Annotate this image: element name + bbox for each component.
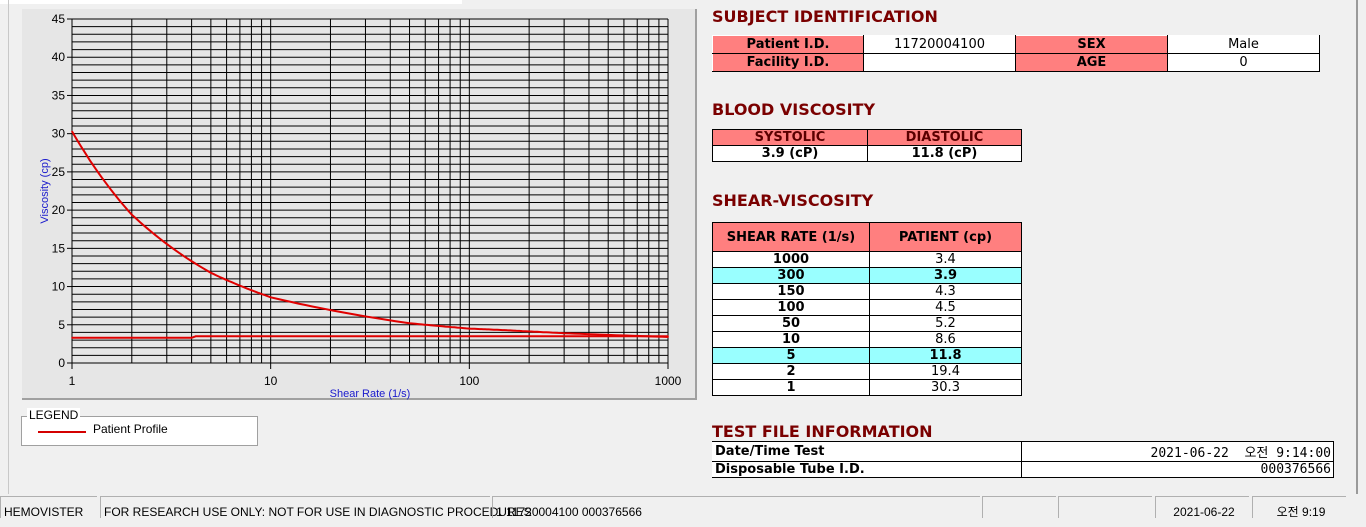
shear-rate-cell: 50	[712, 315, 870, 332]
x-tick-label: 10	[264, 374, 278, 388]
data-point	[195, 335, 197, 338]
y-tick-label: 45	[52, 12, 66, 26]
x-tick-label: 100	[459, 374, 479, 388]
data-point	[71, 130, 73, 133]
data-point	[468, 327, 471, 330]
y-tick-label: 5	[58, 318, 65, 332]
shear-rate-cell: 10	[712, 331, 870, 348]
shear-row: 10 8.6	[712, 331, 1022, 348]
shear-rate-cell: 2	[712, 363, 870, 380]
patient-id-value: 11720004100	[863, 35, 1016, 54]
systolic-label: SYSTOLIC	[712, 129, 868, 146]
data-point	[210, 271, 212, 274]
systolic-value: 3.9 (cP)	[712, 145, 868, 162]
shear-row: 300 3.9	[712, 267, 1022, 284]
diastolic-label: DIASTOLIC	[867, 129, 1022, 146]
status-bar: HEMOVISTER FOR RESEARCH USE ONLY: NOT FO…	[0, 496, 1366, 519]
status-blank-2	[1058, 496, 1152, 518]
y-tick-label: 20	[52, 203, 66, 217]
patient-viscosity-cell: 4.3	[869, 283, 1022, 300]
test-file-table: Date/Time Test 2021-06-22 오전 9:14:00 Dis…	[712, 441, 1334, 478]
data-point	[503, 329, 506, 331]
shear-rate-cell: 300	[712, 267, 870, 284]
shear-rate-cell: 1	[712, 379, 870, 396]
shear-rate-cell: 100	[712, 299, 870, 316]
shear-row: 2 19.4	[712, 363, 1022, 380]
data-point	[190, 336, 193, 339]
patient-viscosity-cell: 3.9	[869, 267, 1022, 284]
shear-row: 50 5.2	[712, 315, 1022, 332]
shear-row: 1000 3.4	[712, 251, 1022, 268]
sex-label: SEX	[1015, 35, 1168, 54]
top-strip	[0, 0, 462, 4]
series-line-1	[72, 335, 668, 339]
patient-id-label: Patient I.D.	[712, 35, 864, 54]
y-tick-label: 40	[52, 50, 66, 64]
date-time-label: Date/Time Test	[712, 441, 1022, 462]
patient-viscosity-cell: 8.6	[869, 331, 1022, 348]
shear-row: 1 30.3	[712, 379, 1022, 396]
age-value: 0	[1167, 53, 1320, 72]
shear-viscosity-title: SHEAR-VISCOSITY	[712, 191, 874, 210]
status-date: 2021-06-22	[1155, 496, 1249, 519]
patient-viscosity-cell: 30.3	[869, 379, 1022, 396]
shear-viscosity-table: SHEAR RATE (1/s) PATIENT (cp) 1000 3.4 300…	[712, 222, 1022, 396]
status-record: 1 11720004100 000376566	[492, 496, 980, 519]
sex-value: Male	[1167, 35, 1320, 54]
date-time-value: 2021-06-22 오전 9:14:00	[1021, 441, 1334, 462]
left-edge	[0, 0, 9, 494]
y-tick-label: 30	[52, 127, 66, 141]
test-file-information-title: TEST FILE INFORMATION	[712, 422, 933, 441]
shear-rate-cell: 1000	[712, 251, 870, 268]
tube-id-label: Disposable Tube I.D.	[712, 461, 1022, 478]
subject-identification-title: SUBJECT IDENTIFICATION	[712, 7, 938, 26]
x-tick-label: 1	[69, 374, 76, 388]
legend-line-swatch	[38, 431, 86, 433]
subject-table: Patient I.D. 11720004100 SEX Male Facili…	[712, 35, 1320, 72]
blood-viscosity-table: SYSTOLIC DIASTOLIC 3.9 (cP) 11.8 (cP)	[712, 129, 1022, 162]
vertical-scrollbar[interactable]	[1356, 0, 1358, 494]
shear-rate-cell: 150	[712, 283, 870, 300]
patient-viscosity-cell: 3.4	[869, 251, 1022, 268]
status-app-name: HEMOVISTER	[0, 496, 97, 519]
data-point	[131, 213, 133, 216]
y-tick-label: 0	[58, 356, 65, 370]
status-notice: FOR RESEARCH USE ONLY: NOT FOR USE IN DI…	[100, 496, 532, 519]
legend-entry-patient-profile: Patient Profile	[93, 422, 168, 436]
patient-viscosity-cell: 11.8	[869, 347, 1022, 364]
status-blank-1	[982, 496, 1056, 518]
tube-id-value: 000376566	[1021, 461, 1334, 478]
viscosity-chart: 0 5 10 15 20 25 30 35 40 45 1 10 100 1000 Shear Rate (…	[39, 12, 682, 400]
y-tick-label: 25	[52, 165, 66, 179]
shear-row: 100 4.5	[712, 299, 1022, 316]
plot-area	[72, 19, 668, 363]
shear-rate-cell: 5	[712, 347, 870, 364]
y-tick-label: 35	[52, 88, 66, 102]
data-point	[71, 336, 73, 339]
blood-viscosity-title: BLOOD VISCOSITY	[712, 100, 876, 119]
shear-rate-header: SHEAR RATE (1/s)	[712, 222, 870, 252]
data-point	[563, 332, 565, 334]
age-label: AGE	[1015, 53, 1168, 72]
facility-id-label: Facility I.D.	[712, 53, 864, 72]
shear-row: 5 11.8	[712, 347, 1022, 364]
diastolic-value: 11.8 (cP)	[867, 145, 1022, 162]
patient-viscosity-cell: 5.2	[869, 315, 1022, 332]
patient-cp-header: PATIENT (cp)	[869, 222, 1022, 252]
x-axis-label: Shear Rate (1/s)	[330, 388, 411, 400]
x-tick-label: 1000	[655, 374, 682, 388]
y-axis-label: Viscosity (cp)	[39, 158, 51, 223]
status-time: 오전 9:19	[1252, 496, 1346, 519]
data-point	[269, 296, 272, 299]
facility-id-value	[863, 53, 1016, 72]
legend-title: LEGEND	[27, 408, 81, 422]
data-point	[408, 322, 411, 325]
y-tick-label: 10	[52, 280, 66, 294]
data-point	[667, 335, 669, 338]
shear-row: 150 4.3	[712, 283, 1022, 300]
y-tick-label: 15	[52, 241, 66, 255]
patient-viscosity-cell: 4.5	[869, 299, 1022, 316]
patient-viscosity-cell: 19.4	[869, 363, 1022, 380]
